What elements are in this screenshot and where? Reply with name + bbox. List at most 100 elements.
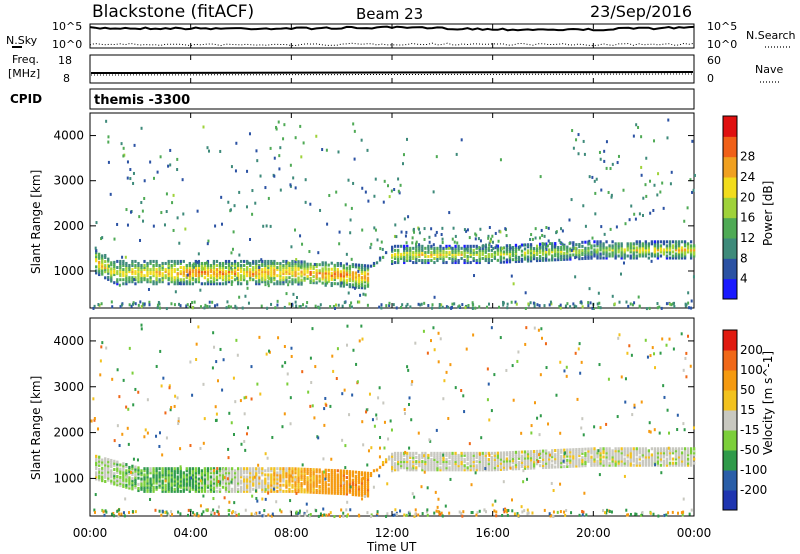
power-cell — [668, 248, 672, 252]
velocity-cell — [358, 514, 361, 518]
power-cell — [122, 261, 125, 265]
velocity-cell — [590, 455, 593, 459]
power-cell — [238, 190, 241, 194]
power-cell — [125, 280, 128, 284]
velocity-cell — [98, 468, 101, 472]
velocity-cell — [454, 453, 457, 457]
velocity-cell — [580, 426, 583, 430]
power-cell — [563, 255, 566, 259]
velocity-cell — [291, 477, 294, 481]
velocity-cell — [532, 456, 536, 460]
velocity-cell — [233, 489, 237, 493]
velocity-cell — [102, 510, 105, 514]
velocity-cell — [569, 464, 572, 468]
velocity-cell — [584, 453, 587, 457]
velocity-cell — [296, 511, 299, 515]
power-cell — [119, 263, 122, 267]
power-cell — [548, 248, 551, 252]
power-cell — [321, 267, 324, 271]
power-cell — [633, 301, 636, 305]
velocity-cell — [371, 418, 374, 422]
power-cell — [641, 250, 644, 254]
power-cell — [330, 275, 333, 279]
power-cell — [206, 266, 210, 270]
power-cell — [200, 270, 204, 274]
power-cell — [98, 260, 101, 264]
velocity-cell — [461, 514, 464, 518]
velocity-cell — [176, 475, 179, 479]
velocity-cell — [476, 511, 479, 515]
velocity-cell — [324, 477, 327, 481]
power-cell — [411, 241, 414, 245]
power-cell — [306, 274, 309, 278]
velocity-cell — [686, 463, 690, 467]
power-cell — [557, 254, 560, 258]
velocity-cell — [324, 485, 327, 489]
power-cell — [620, 252, 623, 256]
velocity-cell — [448, 468, 451, 472]
power-cell — [617, 254, 620, 258]
power-cell — [143, 196, 146, 200]
power-cell — [200, 282, 204, 286]
power-cell — [591, 306, 594, 310]
velocity-cell — [487, 462, 490, 466]
velocity-cell — [484, 458, 487, 462]
power-cell — [126, 223, 129, 227]
power-cell — [119, 261, 122, 265]
power-cell — [397, 248, 400, 252]
power-cell — [152, 272, 155, 276]
power-cell — [566, 249, 569, 253]
power-cell — [348, 277, 352, 281]
velocity-cell — [149, 479, 152, 483]
power-cell — [572, 146, 575, 150]
velocity-cell — [662, 449, 666, 453]
power-cell — [282, 268, 285, 272]
colorbar-segment — [723, 370, 737, 391]
velocity-cell — [202, 494, 205, 498]
velocity-cell — [312, 486, 315, 490]
power-cell — [418, 246, 421, 250]
power-cell — [466, 254, 469, 258]
velocity-cell — [626, 351, 629, 355]
velocity-cell — [339, 483, 342, 487]
velocity-cell — [339, 469, 342, 473]
velocity-cell — [557, 455, 560, 459]
power-cell — [95, 269, 98, 273]
power-cell — [611, 246, 614, 250]
power-cell — [149, 261, 152, 265]
power-cell — [451, 261, 454, 265]
velocity-cell — [662, 459, 666, 463]
power-cell — [173, 282, 176, 286]
velocity-cell — [626, 455, 629, 459]
power-cell — [360, 272, 364, 276]
power-cell — [294, 262, 297, 266]
velocity-cell — [217, 512, 220, 516]
velocity-cell — [155, 475, 158, 479]
velocity-cell — [227, 481, 231, 485]
power-cell — [233, 259, 237, 263]
power-cell — [315, 271, 318, 275]
power-cell — [333, 278, 336, 282]
velocity-cell — [692, 451, 696, 455]
velocity-cell — [513, 512, 516, 516]
velocity-cell — [514, 461, 518, 465]
velocity-cell — [531, 511, 534, 515]
power-cell — [653, 139, 656, 143]
power-cell — [360, 276, 364, 280]
velocity-cell — [236, 353, 239, 357]
velocity-cell — [324, 468, 327, 472]
velocity-cell — [140, 473, 143, 477]
velocity-cell — [327, 475, 330, 479]
velocity-cell — [372, 469, 376, 473]
velocity-cell — [116, 481, 119, 485]
velocity-cell — [608, 453, 611, 457]
power-cell — [614, 244, 617, 248]
power-cell — [545, 246, 548, 250]
power-cell — [273, 174, 276, 178]
velocity-cell — [575, 460, 578, 464]
velocity-cell — [526, 462, 530, 466]
power-cell — [327, 263, 330, 267]
velocity-cell — [255, 471, 258, 475]
power-cell — [303, 262, 306, 266]
velocity-cell — [366, 486, 370, 490]
